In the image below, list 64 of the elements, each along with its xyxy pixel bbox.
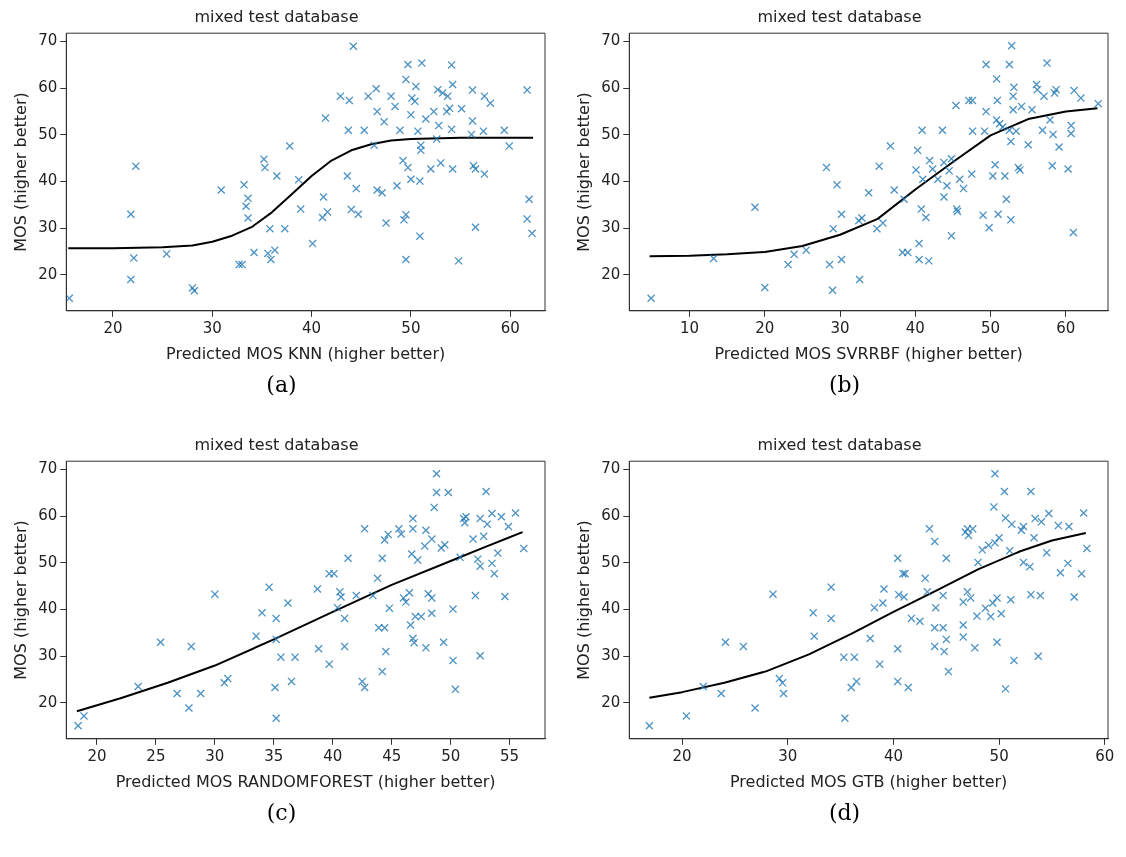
- x-axis-title: Predicted MOS GTB (higher better): [729, 771, 1008, 791]
- y-tick-label: 30: [601, 218, 621, 237]
- x-tick-label: 30: [830, 318, 850, 337]
- y-tick-label: 50: [601, 124, 621, 143]
- y-tick-label: 40: [38, 171, 58, 190]
- x-tick-label: 40: [905, 318, 925, 337]
- x-tick-label: 40: [883, 746, 904, 765]
- x-tick-label: 50: [981, 318, 1001, 337]
- x-tick-label: 60: [1056, 318, 1076, 337]
- text: (b): [827, 372, 862, 397]
- x-tick-label: 35: [264, 746, 284, 765]
- x-tick-label: 50: [441, 746, 461, 765]
- y-axis-title: MOS (higher better): [10, 92, 30, 252]
- x-tick-label: 20: [103, 318, 123, 337]
- x-tick-label: 55: [500, 746, 520, 765]
- text: (c): [265, 800, 298, 825]
- y-tick-label: 70: [38, 459, 58, 478]
- chart-title: mixed test database: [194, 434, 359, 454]
- x-tick-label: 30: [202, 318, 222, 337]
- y-tick-label: 60: [38, 78, 58, 97]
- y-tick-label: 30: [38, 218, 58, 237]
- x-tick-label: 50: [401, 318, 421, 337]
- chart-title: mixed test database: [194, 6, 359, 26]
- x-tick-label: 10: [679, 318, 700, 337]
- y-tick-label: 50: [38, 552, 58, 571]
- x-tick-label: 60: [1095, 746, 1115, 765]
- y-tick-label: 30: [38, 646, 58, 665]
- x-tick-label: 60: [500, 318, 520, 337]
- y-tick-label: 70: [38, 31, 58, 50]
- x-tick-label: 50: [989, 746, 1009, 765]
- y-axis-title: MOS (higher better): [10, 520, 30, 680]
- text: (d): [827, 800, 862, 825]
- y-tick-label: 20: [601, 264, 621, 283]
- y-tick-label: 40: [38, 599, 58, 618]
- x-axis-title: Predicted MOS KNN (higher better): [166, 343, 446, 363]
- x-tick-label: 45: [382, 746, 402, 765]
- y-tick-label: 70: [601, 31, 621, 50]
- y-tick-label: 40: [601, 171, 621, 190]
- x-tick-label: 20: [87, 746, 107, 765]
- y-axis-title: MOS (higher better): [573, 92, 593, 252]
- chart-title: mixed test database: [757, 6, 922, 26]
- x-tick-label: 30: [778, 746, 798, 765]
- y-tick-label: 50: [601, 552, 621, 571]
- y-tick-label: 60: [601, 506, 621, 525]
- x-tick-label: 20: [755, 318, 775, 337]
- y-tick-label: 20: [601, 692, 621, 711]
- y-tick-label: 20: [38, 692, 58, 711]
- y-tick-label: 60: [38, 506, 58, 525]
- x-tick-label: 30: [205, 746, 225, 765]
- y-axis-title: MOS (higher better): [573, 520, 593, 680]
- y-tick-label: 40: [601, 599, 621, 618]
- x-tick-label: 40: [323, 746, 343, 765]
- chart-title: mixed test database: [757, 434, 922, 454]
- y-tick-label: 50: [38, 124, 58, 143]
- x-tick-label: 40: [302, 318, 322, 337]
- x-tick-label: 25: [146, 746, 166, 765]
- x-axis-title: Predicted MOS RANDOMFOREST (higher better): [115, 771, 496, 791]
- x-tick-label: 20: [672, 746, 692, 765]
- text: (a): [265, 372, 298, 397]
- y-tick-label: 20: [38, 264, 58, 283]
- y-tick-label: 60: [601, 78, 621, 97]
- y-tick-label: 70: [601, 459, 621, 478]
- x-axis-title: Predicted MOS SVRRBF (higher better): [714, 343, 1023, 363]
- y-tick-label: 30: [601, 646, 621, 665]
